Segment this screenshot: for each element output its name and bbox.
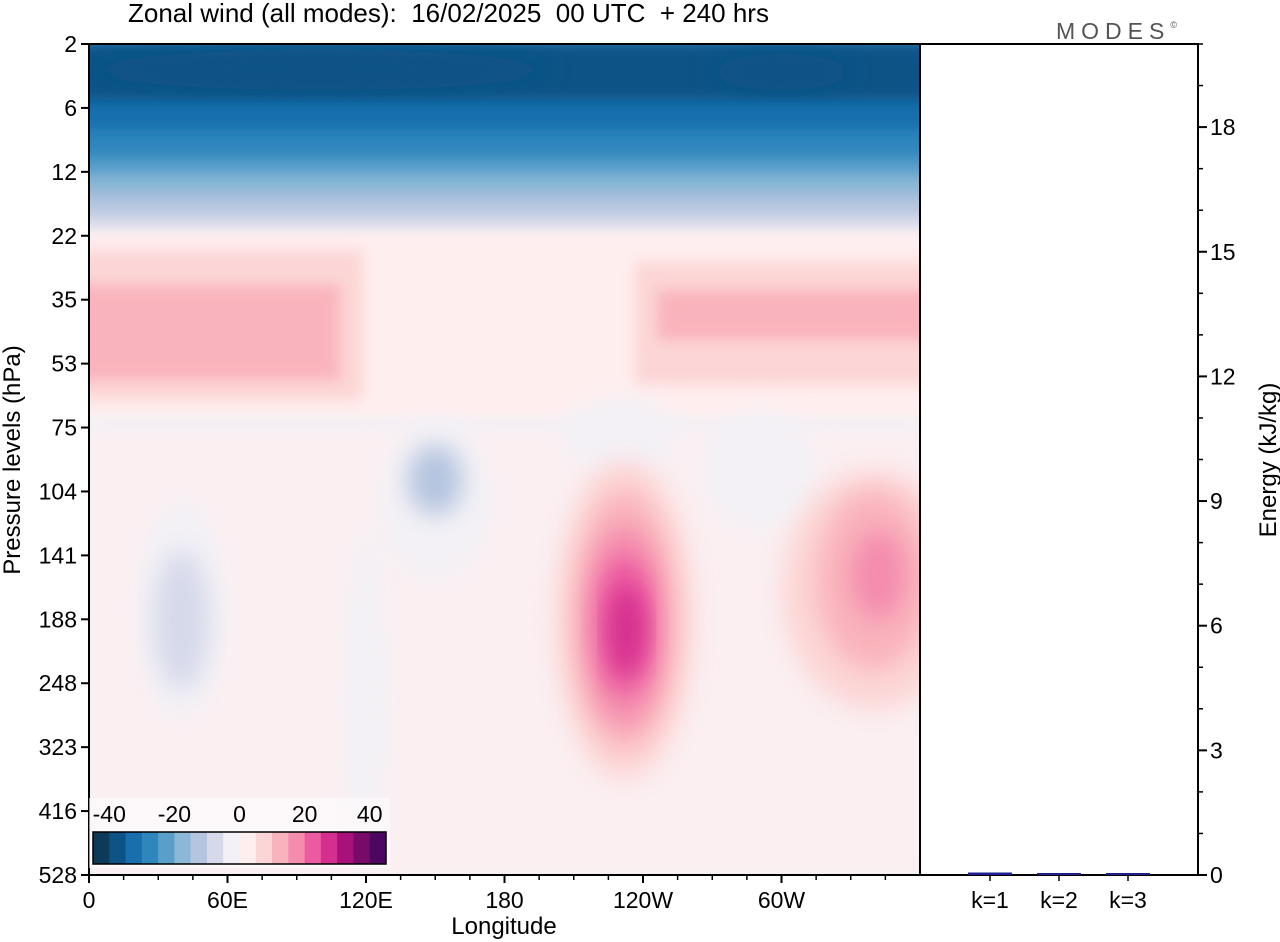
y-tick-label: 22 xyxy=(51,223,77,249)
colorbar-swatch xyxy=(272,832,289,864)
energy-tick-label: 12 xyxy=(1210,363,1236,389)
colorbar-swatch xyxy=(190,832,208,864)
field-band-11 xyxy=(657,290,920,340)
y-tick-label: 2 xyxy=(64,31,77,57)
field-blob-7 xyxy=(562,395,678,475)
colorbar: -40 -20 0 20 40 xyxy=(89,798,390,868)
colorbar-swatch xyxy=(320,832,338,864)
field-blob-13 xyxy=(608,585,646,675)
x-axis-label: Longitude xyxy=(451,913,556,940)
colorbar-swatch xyxy=(206,832,224,864)
zonal-wind-field xyxy=(89,44,920,875)
y-tick-label: 188 xyxy=(39,606,77,632)
energy-bar xyxy=(968,872,1012,875)
colorbar-swatch xyxy=(174,832,192,864)
logo-text: MODES xyxy=(1056,18,1171,44)
y-axis-ticks: 2 6 12 22 35 53 75 104 141 188 248 323 416 528 xyxy=(39,31,89,888)
colorbar-swatch xyxy=(255,832,273,864)
energy-axis-label: Energy (kJ/kg) xyxy=(1255,383,1280,538)
y-tick-label: 35 xyxy=(51,287,77,313)
energy-bar xyxy=(1106,873,1150,875)
chart-title: Zonal wind (all modes): 16/02/2025 00 UT… xyxy=(128,0,769,28)
x-tick-label: 0 xyxy=(83,887,96,913)
field-blob-5 xyxy=(407,445,463,515)
energy-panel-frame xyxy=(919,43,1199,876)
energy-tick-label: 6 xyxy=(1210,613,1223,639)
energy-bars: k=1 k=2 k=3 xyxy=(968,872,1150,913)
y-tick-label: 528 xyxy=(39,862,77,888)
x-tick-label: 180 xyxy=(485,887,523,913)
y-tick-label: 75 xyxy=(51,415,77,441)
y-axis-label: Pressure levels (hPa) xyxy=(0,345,26,574)
modes-logo: MODES© xyxy=(1056,18,1177,45)
colorbar-tick-label: 40 xyxy=(357,801,383,827)
energy-tick-label: 3 xyxy=(1210,737,1223,763)
field-blob-0 xyxy=(89,50,551,90)
energy-bar xyxy=(1037,873,1081,875)
energy-tick-label: 15 xyxy=(1210,239,1236,265)
field-blob-3 xyxy=(153,550,210,690)
colorbar-swatch xyxy=(369,832,387,864)
x-tick-label: 120W xyxy=(613,887,673,913)
y-tick-label: 104 xyxy=(39,478,78,504)
colorbar-swatch xyxy=(353,832,371,864)
x-axis-ticks: 0 60E 120E 180 120W 60W xyxy=(83,875,887,913)
colorbar-swatch xyxy=(337,832,354,864)
field-blob-6 xyxy=(342,530,390,870)
x-tick-label: 120E xyxy=(339,887,393,913)
y-tick-label: 53 xyxy=(51,351,77,377)
field-blob-8 xyxy=(700,410,817,530)
colorbar-swatch xyxy=(141,832,159,864)
y-tick-label: 248 xyxy=(39,670,77,696)
y-tick-label: 12 xyxy=(51,159,77,185)
colorbar-swatch xyxy=(109,832,127,864)
colorbar-swatch xyxy=(223,832,240,864)
colorbar-swatch xyxy=(288,832,306,864)
x-tick-label: 60E xyxy=(207,887,248,913)
y-tick-label: 6 xyxy=(64,95,77,121)
energy-tick-label: 18 xyxy=(1210,114,1236,140)
colorbar-swatch xyxy=(93,832,110,864)
colorbar-tick-label: -20 xyxy=(158,801,191,827)
field-blob-16 xyxy=(850,530,907,620)
energy-tick-label: 0 xyxy=(1210,862,1223,888)
energy-axis-ticks: 0 3 6 9 12 15 18 xyxy=(1198,43,1236,888)
copyright-mark: © xyxy=(1170,20,1177,30)
field-blob-1 xyxy=(712,54,851,90)
colorbar-frame xyxy=(92,831,387,865)
colorbar-tick-label: 0 xyxy=(233,801,246,827)
colorbar-swatch xyxy=(125,832,143,864)
y-tick-label: 141 xyxy=(39,542,77,568)
energy-category-label: k=3 xyxy=(1109,887,1147,913)
colorbar-tick-label: -40 xyxy=(93,801,126,827)
energy-category-label: k=2 xyxy=(1040,887,1078,913)
x-tick-label: 60W xyxy=(758,887,806,913)
colorbar-tick-label: 20 xyxy=(292,801,318,827)
y-tick-label: 416 xyxy=(39,798,77,824)
colorbar-swatch xyxy=(304,832,322,864)
field-band-10 xyxy=(89,285,340,380)
energy-category-label: k=1 xyxy=(971,887,1009,913)
energy-tick-label: 9 xyxy=(1210,488,1223,514)
y-tick-label: 323 xyxy=(39,734,77,760)
colorbar-swatch xyxy=(158,832,175,864)
colorbar-swatch xyxy=(239,832,257,864)
